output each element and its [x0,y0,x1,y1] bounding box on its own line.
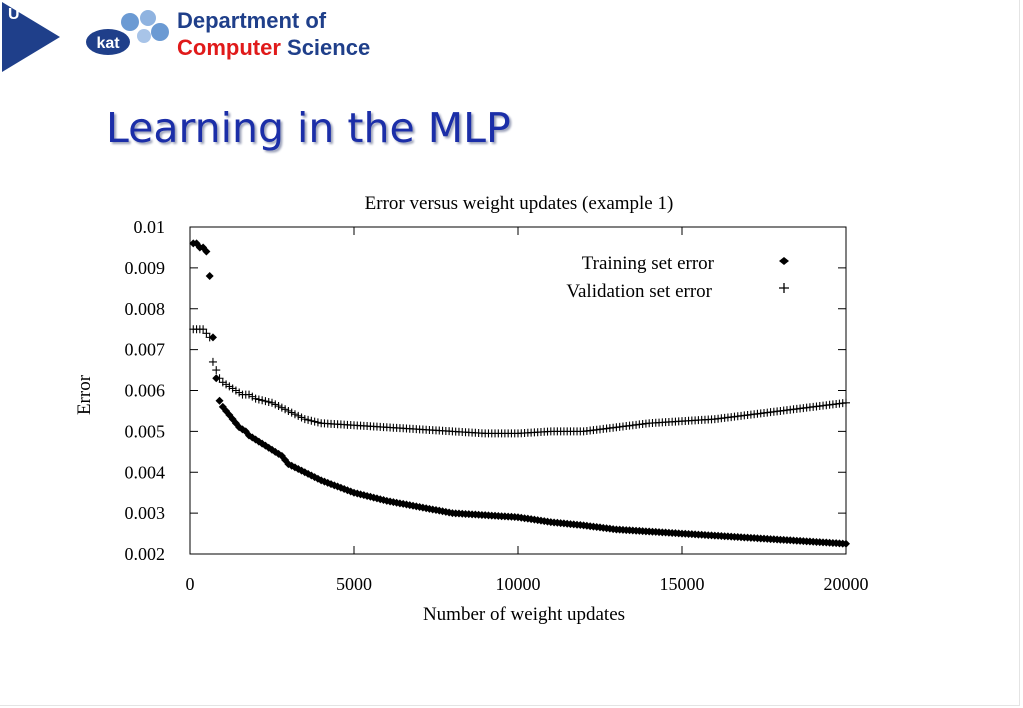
department-logo: kat [82,6,422,64]
validation-point [304,415,313,424]
validation-point [245,390,254,399]
department-name-line2: Computer Science [177,35,370,61]
plot-frame [189,226,847,555]
x-axis-label: Number of weight updates [423,604,625,625]
y-tick-label: 0.01 [134,217,166,237]
department-word-science: Science [287,35,371,60]
training-point [202,247,211,256]
validation-point [235,388,244,397]
legend-label-training: Training set error [582,253,715,274]
validation-point [205,333,214,342]
validation-point [297,413,306,422]
kat-label: kat [96,35,120,52]
validation-point [310,417,319,426]
validation-point [277,403,286,412]
slide-title: Learning in the MLP [106,104,511,152]
validation-point [251,394,260,403]
kat-logo-graphic: kat [86,10,169,55]
training-point [215,396,224,405]
x-tick-label: 0 [186,574,195,594]
um-logo-graphic [2,2,60,72]
legend: Training set error Validation set error [566,253,789,302]
y-tick-label: 0.006 [125,381,166,401]
um-logo-letter-u: U [8,6,20,23]
validation-point [268,398,276,407]
um-logo: U M [2,2,60,72]
validation-point [199,325,208,334]
validation-point [218,378,227,387]
validation-point [222,380,231,389]
y-tick-label: 0.009 [125,258,166,278]
y-axis: 0.002 0.003 0.004 0.005 0.006 0.007 0.008 0.009… [125,217,846,564]
validation-point [212,366,221,375]
y-tick-label: 0.004 [125,462,166,482]
chart-title: Error versus weight updates (example 1) [365,193,674,214]
validation-point [264,397,273,406]
validation-point [228,384,237,393]
validation-point [294,411,303,420]
validation-point [287,408,296,417]
x-tick-label: 5000 [336,574,372,594]
department-name-line1: Department of [177,8,327,33]
training-point [205,272,214,281]
validation-point [225,382,234,391]
x-tick-label: 15000 [660,574,705,594]
legend-label-validation: Validation set error [566,281,712,302]
y-tick-label: 0.005 [125,421,166,441]
validation-point [215,374,224,383]
validation-point [254,395,263,404]
validation-point [202,329,211,338]
legend-marker-validation [779,283,789,293]
validation-point [281,405,290,414]
x-tick-label: 10000 [496,574,541,594]
validation-series [189,325,850,438]
y-axis-label: Error [74,374,95,415]
y-tick-label: 0.008 [125,299,166,319]
validation-point [208,357,217,366]
validation-point [300,415,309,424]
validation-point [258,396,267,405]
validation-point [274,402,283,411]
legend-marker-training [779,257,789,265]
training-point [842,539,850,548]
validation-point [313,418,322,427]
validation-point [261,397,270,406]
validation-point [307,416,316,425]
y-tick-label: 0.003 [125,503,166,523]
validation-point [248,392,257,401]
department-word-computer: Computer [177,35,281,60]
validation-point [231,386,240,395]
validation-point [271,400,280,409]
x-axis: 0 5000 10000 15000 20000 [186,227,869,594]
um-logo-letter-m: M [38,48,52,65]
training-series [189,239,850,548]
validation-point [284,406,293,415]
validation-point [290,410,299,419]
x-tick-label: 20000 [824,574,869,594]
y-tick-label: 0.007 [125,340,166,360]
validation-point [842,398,850,407]
y-tick-label: 0.002 [125,544,166,564]
